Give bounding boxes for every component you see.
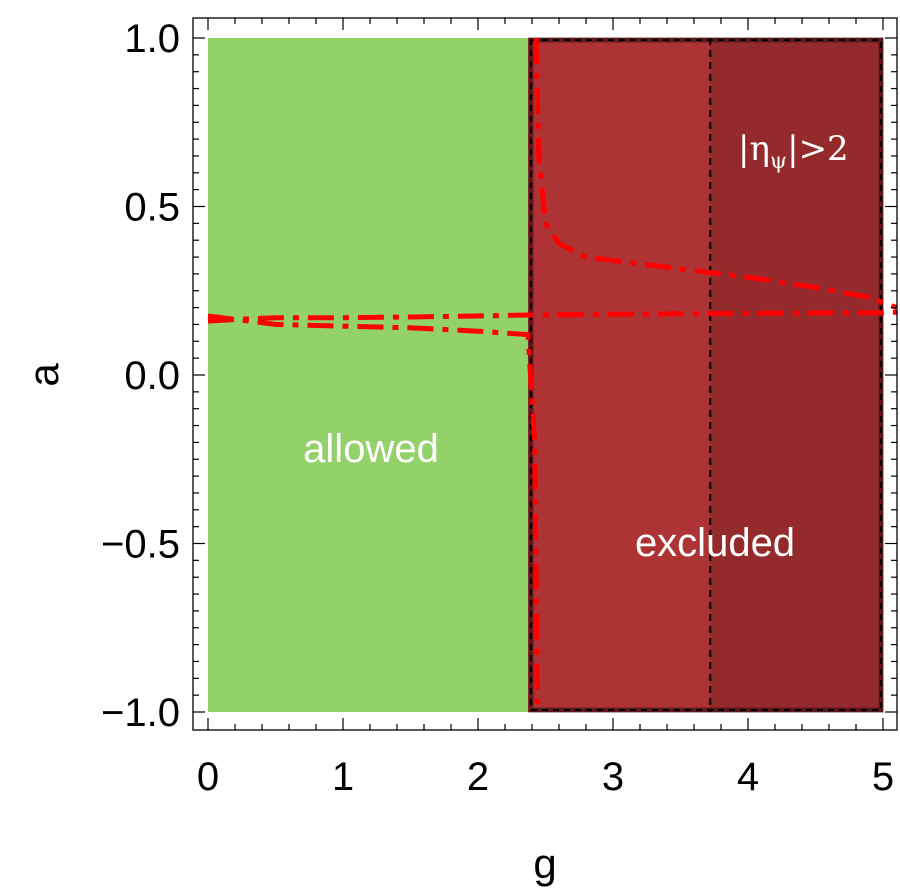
x-tick-label: 2 (467, 755, 489, 799)
region-labels: allowed excluded |ηψ|>2 (303, 129, 849, 565)
plot-curves (207, 37, 898, 713)
x-tick-label: 1 (332, 755, 354, 799)
y-tick-label: 0.0 (124, 354, 180, 398)
x-tick-label: 4 (737, 755, 759, 799)
x-tick-label: 5 (872, 755, 894, 799)
x-tick-label: 3 (602, 755, 624, 799)
y-tick-label: 1.0 (124, 17, 180, 61)
y-tick-label: 0.5 (124, 186, 180, 230)
allowed-label: allowed (303, 427, 439, 471)
allowed-region (208, 38, 528, 712)
y-axis-label: a (20, 363, 67, 387)
constraint-curve-2 (207, 313, 540, 713)
excluded-label: excluded (635, 521, 795, 565)
eta-psi-label: |ηψ|>2 (738, 129, 849, 174)
constraint-curve-1 (207, 309, 897, 324)
plot-border (192, 17, 898, 731)
constraint-curve-3 (533, 37, 898, 310)
plot-frame (192, 17, 898, 731)
eta-psi-region (710, 38, 883, 712)
y-tick-label: −1.0 (101, 691, 180, 735)
x-axis-label: g (533, 840, 556, 887)
x-axis-ticks: 0 1 2 3 4 5 (197, 18, 894, 799)
y-axis-ticks: −1.0 −0.5 0.0 0.5 1.0 (101, 17, 897, 735)
plot-regions (208, 37, 884, 713)
y-tick-label: −0.5 (101, 523, 180, 567)
x-tick-label: 0 (197, 755, 219, 799)
